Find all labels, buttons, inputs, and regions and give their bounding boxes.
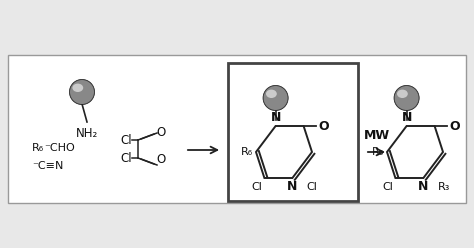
Text: ⁻C≡N: ⁻C≡N: [32, 161, 64, 171]
Text: Cl: Cl: [252, 182, 263, 192]
Text: O: O: [319, 120, 329, 132]
Ellipse shape: [73, 84, 83, 92]
Ellipse shape: [69, 79, 95, 105]
Text: Cl: Cl: [306, 182, 317, 192]
Bar: [228, 63, 358, 201]
Text: NH₂: NH₂: [76, 127, 98, 140]
Text: MW: MW: [364, 129, 390, 142]
Ellipse shape: [266, 90, 277, 98]
Text: R₃: R₃: [438, 182, 450, 192]
Bar: [8, 55, 466, 203]
Text: N: N: [401, 111, 412, 124]
Text: O: O: [450, 120, 460, 132]
Text: Cl: Cl: [120, 133, 132, 147]
Ellipse shape: [264, 86, 288, 110]
Text: O: O: [156, 125, 165, 138]
Text: ⁻CHO: ⁻CHO: [44, 143, 75, 153]
Text: Cl: Cl: [120, 152, 132, 164]
Text: N: N: [270, 111, 281, 124]
Text: N: N: [418, 180, 428, 193]
Ellipse shape: [263, 85, 288, 111]
Ellipse shape: [70, 80, 94, 104]
Text: O: O: [156, 153, 165, 166]
Text: R₆: R₆: [241, 147, 253, 157]
Text: R₆: R₆: [372, 147, 384, 157]
Text: N: N: [287, 180, 298, 193]
Text: Cl: Cl: [383, 182, 393, 192]
Ellipse shape: [397, 90, 408, 98]
Ellipse shape: [394, 85, 419, 111]
Text: R₆: R₆: [32, 143, 44, 153]
Ellipse shape: [394, 86, 419, 110]
